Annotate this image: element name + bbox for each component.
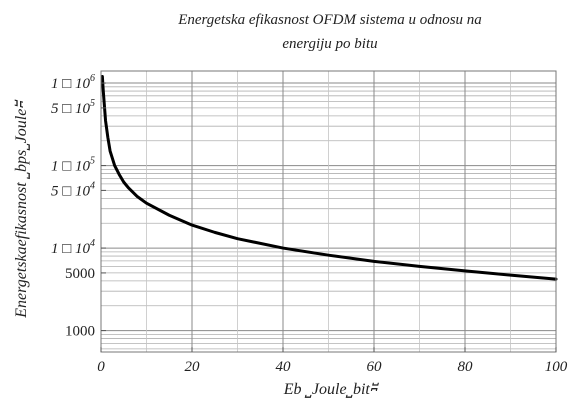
series-layer [100,75,558,281]
y-axis-label: Energetskaefikasnost ⎵bps⎵Joule⎶ [13,99,30,319]
chart-title-line2: energiju po bitu [282,36,377,52]
y-tick-label: 1000 [65,324,95,340]
x-tick-label: 20 [185,359,201,375]
x-tick-label: 0 [97,359,105,375]
chart-title-line1: Energetska efikasnost OFDM sistema u odn… [177,12,482,28]
x-tick-label: 40 [276,359,292,375]
y-tick-label: 5000 [65,266,95,282]
y-tick-label: 1 □ 104 [51,238,95,257]
x-tick-label: 60 [367,359,383,375]
y-tick-label: 1 □ 105 [51,156,95,175]
x-tick-label: 100 [545,359,568,375]
y-axis-ticks: 1 □ 106 5 □ 105 1 □ 105 5 □ 104 1 □ 104 5000 1… [51,73,106,340]
x-tick-label: 80 [458,359,474,375]
y-tick-label: 5 □ 104 [51,180,95,199]
y-tick-label: 5 □ 105 [51,98,95,117]
x-axis-label: Eb ⎵Joule⎵bit⎶ [283,381,380,398]
x-axis-ticks: 0 20 40 60 80 100 [97,347,568,375]
grid [100,71,557,352]
series-line-0 [100,75,558,281]
y-tick-label: 1 □ 106 [51,73,95,92]
plot-frame [100,70,557,353]
